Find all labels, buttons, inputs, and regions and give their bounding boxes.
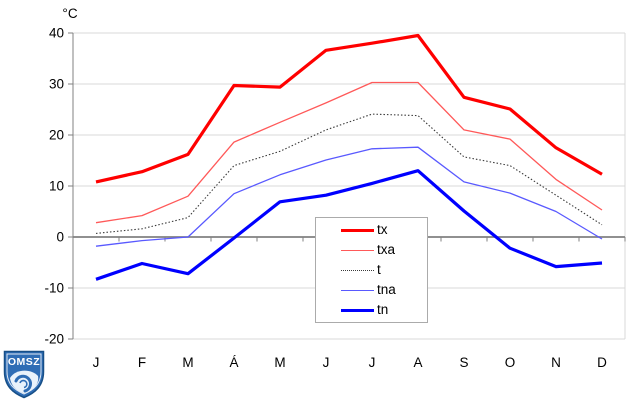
x-axis-label-4: Á [229,355,238,370]
y-axis-unit-label: °C [62,6,77,21]
x-axis-label-9: S [459,355,468,370]
chart-legend: tx txa t tna tn [315,217,428,323]
x-axis-label-5: M [274,355,285,370]
x-axis-label-1: J [93,355,100,370]
x-axis-label-6: J [323,355,330,370]
x-axis-label-11: N [551,355,561,370]
x-axis-label-2: F [138,355,146,370]
legend-label-tna: tna [377,282,396,298]
y-axis-label: -10 [44,281,64,296]
series-tna-line [95,146,603,247]
series-tn-line [95,169,603,281]
omsz-wave-icon [10,370,39,394]
legend-label-tx: tx [377,222,388,238]
legend-line-sample-tx [341,228,374,232]
x-axis-label-8: A [413,355,422,370]
series-txa-line [95,81,603,224]
y-axis-label: 30 [49,77,64,92]
y-axis-label: 20 [49,128,64,143]
x-axis-label-7: J [369,355,376,370]
series-tx-line [95,33,603,184]
legend-label-t: t [377,262,381,278]
omsz-shield-icon: OMSZ [3,350,45,399]
y-axis-label: 0 [56,230,64,245]
legend-line-sample-tn [341,308,374,312]
series-t-line [95,113,603,234]
y-axis-label: -20 [44,332,64,347]
legend-label-txa: txa [377,242,396,258]
legend-entry-tna: tna [341,280,427,300]
legend-line-sample-t [341,269,374,271]
legend-line-sample-tna [341,289,374,291]
legend-entry-txa: txa [341,240,427,260]
omsz-logo: OMSZ [2,350,46,399]
legend-line-sample-txa [341,249,374,251]
y-axis-label: 10 [49,179,64,194]
x-axis-label-3: M [182,355,193,370]
omsz-logo-text: OMSZ [8,356,40,368]
x-axis-label-12: D [597,355,607,370]
legend-label-tn: tn [377,302,389,318]
y-axis-label: 40 [49,26,64,41]
x-axis-label-10: O [505,355,516,370]
legend-entry-tx: tx [341,220,427,240]
legend-entry-tn: tn [341,300,427,320]
legend-entry-t: t [341,260,427,280]
